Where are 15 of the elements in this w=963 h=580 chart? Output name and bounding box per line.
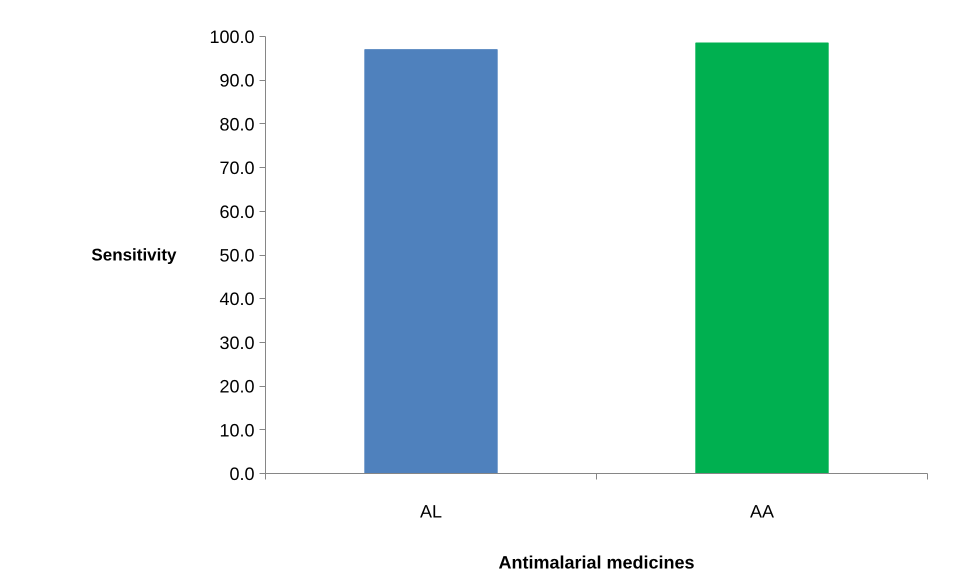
x-axis-title: Antimalarial medicines: [498, 552, 695, 572]
y-tick-label: 0.0: [229, 464, 255, 484]
x-tick-label: AA: [750, 502, 774, 522]
y-tick-label: 40.0: [219, 289, 255, 310]
y-tick-label: 90.0: [219, 70, 255, 91]
y-tick-label: 60.0: [219, 202, 255, 222]
y-tick-label: 10.0: [219, 420, 255, 440]
y-tick-label: 100.0: [209, 27, 255, 47]
y-tick-label: 20.0: [219, 376, 255, 397]
y-tick-label: 80.0: [219, 114, 255, 134]
x-tick-label: AL: [420, 502, 442, 522]
y-tick-label: 30.0: [219, 332, 255, 353]
y-tick-label: 70.0: [219, 158, 255, 178]
y-axis-title: Sensitivity: [91, 246, 177, 264]
y-tick-label: 50.0: [219, 246, 255, 266]
